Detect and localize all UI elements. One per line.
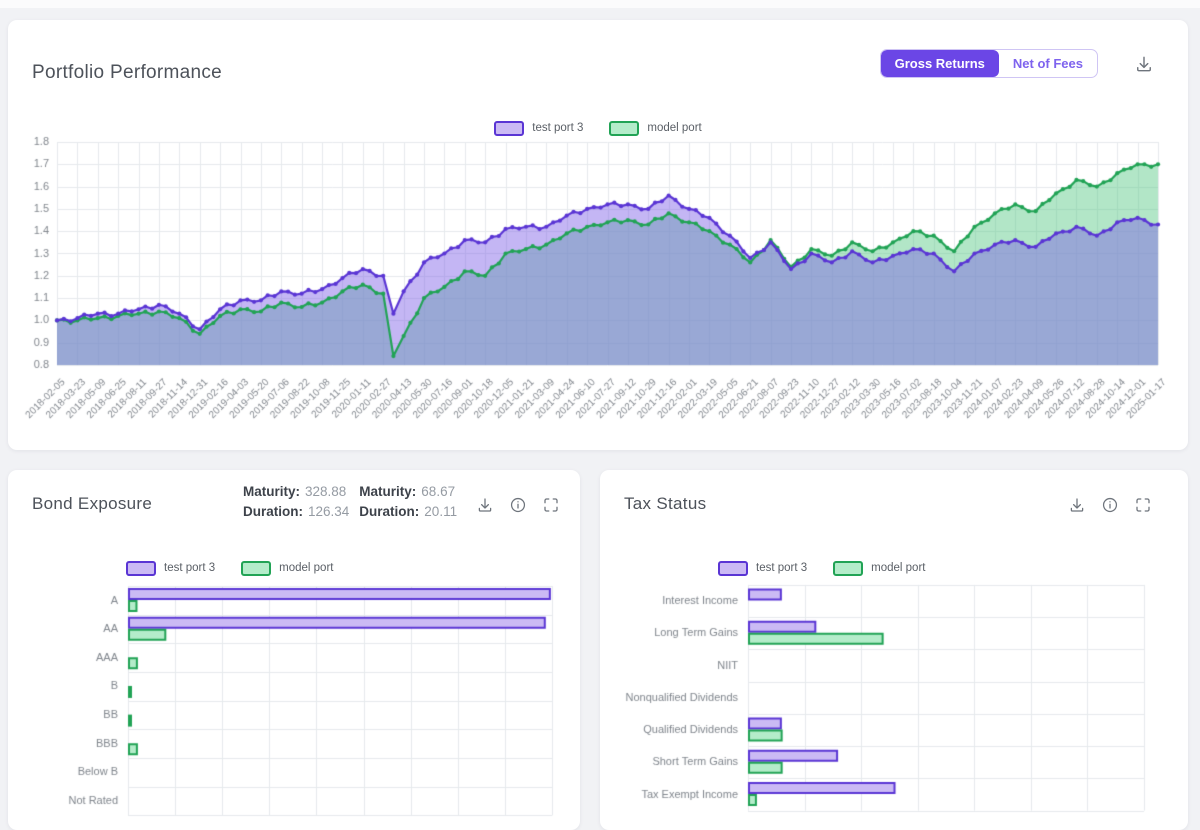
legend-item-test-port-3[interactable]: test port 3 (126, 560, 216, 576)
download-icon[interactable] (1068, 496, 1086, 514)
bond-exposure-panel: Bond Exposure Maturity: 328.88 Maturity: 6… (8, 470, 580, 830)
series1-swatch (718, 560, 748, 576)
info-icon[interactable] (1101, 496, 1119, 514)
panel-title-tax: Tax Status (624, 494, 707, 513)
tax-panel-actions (1068, 496, 1152, 514)
bond-stats: Maturity: 328.88 Maturity: 68.67 Duration:… (243, 483, 457, 520)
bond-chart-legend: test port 3 model port (126, 560, 333, 576)
stat-maturity-2: Maturity: 68.67 (359, 484, 456, 499)
series1-label: test port 3 (164, 562, 216, 574)
tax-chart-canvas[interactable] (600, 578, 1188, 830)
bond-chart-canvas[interactable] (8, 578, 580, 830)
stat-maturity-1: Maturity: 328.88 (243, 484, 347, 499)
net-of-fees-button[interactable]: Net of Fees (999, 50, 1097, 77)
top-sliver (0, 0, 1200, 8)
series2-label: model port (279, 562, 334, 574)
series1-swatch (126, 560, 156, 576)
tax-chart-legend: test port 3 model port (718, 560, 925, 576)
tax-status-panel: Tax Status test port 3 model po (600, 470, 1188, 830)
portfolio-performance-panel: Portfolio Performance Gross Returns Net … (8, 20, 1188, 450)
series2-swatch (241, 560, 272, 576)
legend-item-model-port[interactable]: model port (241, 560, 334, 576)
returns-toggle: Gross Returns Net of Fees (879, 49, 1098, 78)
panel-title-performance: Portfolio Performance (32, 62, 223, 83)
series2-swatch (833, 560, 864, 576)
performance-chart-canvas[interactable] (8, 128, 1188, 450)
legend-item-model-port[interactable]: model port (833, 560, 926, 576)
download-icon[interactable] (476, 496, 494, 514)
legend-item-test-port-3[interactable]: test port 3 (718, 560, 808, 576)
bond-panel-actions (476, 496, 560, 514)
stat-duration-2: Duration: 20.11 (359, 504, 458, 519)
panel-title-bond: Bond Exposure (32, 494, 153, 513)
stat-duration-1: Duration: 126.34 (243, 504, 350, 519)
fullscreen-icon[interactable] (1134, 496, 1152, 514)
download-icon[interactable] (1134, 54, 1154, 74)
series1-label: test port 3 (756, 562, 808, 574)
fullscreen-icon[interactable] (542, 496, 560, 514)
gross-returns-button[interactable]: Gross Returns (880, 50, 999, 77)
series2-label: model port (871, 562, 926, 574)
info-icon[interactable] (509, 496, 527, 514)
